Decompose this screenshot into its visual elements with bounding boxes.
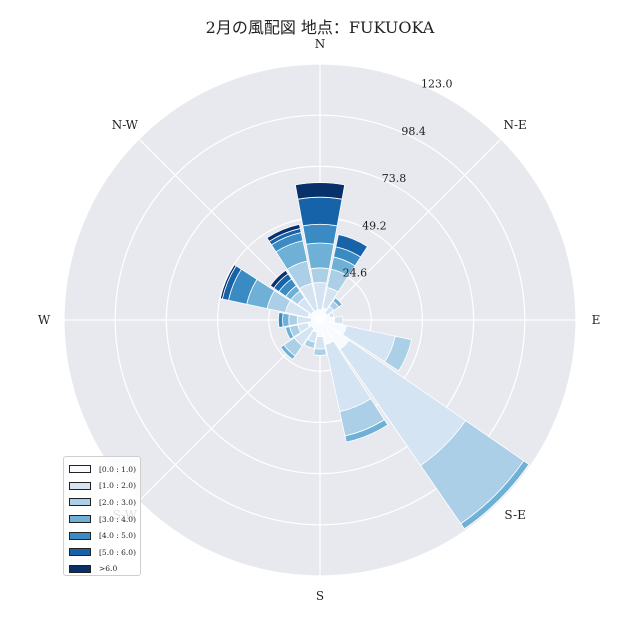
- bar-s-bin-2: [313, 348, 327, 356]
- bar-n-bin-6: [294, 182, 346, 200]
- bar-sse-bin-3: [344, 419, 389, 443]
- legend-swatch: [69, 481, 91, 490]
- legend-item: [0.0 : 1.0): [69, 461, 140, 478]
- ring-label: 24.6: [343, 267, 368, 280]
- direction-label-n-e: N-E: [503, 118, 526, 132]
- legend-item: [1.0 : 2.0): [69, 478, 140, 495]
- legend-item: [2.0 : 3.0): [69, 494, 140, 511]
- wind-bars: [219, 182, 530, 530]
- bar-se-bin-3: [460, 460, 530, 530]
- bar-wsw-bin-3: [284, 326, 295, 340]
- chart-title: 2月の風配図 地点：FUKUOKA: [206, 18, 435, 37]
- legend-item: [3.0 : 4.0): [69, 511, 140, 528]
- ring-label: 73.8: [382, 172, 407, 185]
- direction-label-w: W: [38, 313, 51, 327]
- bar-nne-bin-5: [335, 234, 368, 258]
- ring-label: 123.0: [421, 77, 453, 90]
- legend-swatch: [69, 548, 91, 557]
- bar-w-bin-2: [288, 313, 298, 327]
- legend-label: [3.0 : 4.0): [99, 514, 137, 524]
- legend-label: [5.0 : 6.0): [99, 547, 137, 557]
- bar-w-bin-4: [277, 312, 284, 328]
- legend-label: [0.0 : 1.0): [99, 464, 137, 474]
- legend-label: [2.0 : 3.0): [99, 497, 137, 507]
- bar-e-bin-1: [333, 315, 344, 325]
- legend: [0.0 : 1.0) [1.0 : 2.0) [2.0 : 3.0) [3.0 : …: [63, 456, 141, 576]
- bar-n-bin-2: [310, 267, 330, 284]
- bar-sw-bin-3: [280, 344, 296, 360]
- legend-label: [1.0 : 2.0): [99, 481, 137, 491]
- legend-item: [5.0 : 6.0): [69, 544, 140, 561]
- legend-swatch: [69, 515, 91, 524]
- ring-label: 98.4: [401, 125, 426, 138]
- bar-ene-bin-1: [328, 311, 335, 319]
- bar-nnw-bin-6: [266, 223, 301, 242]
- direction-label-n-w: N-W: [112, 118, 139, 132]
- grid-spoke: [319, 138, 502, 321]
- bar-ssw-bin-2: [303, 338, 316, 349]
- legend-item: >6.0: [69, 561, 140, 578]
- legend-swatch: [69, 531, 91, 540]
- legend-items: [0.0 : 1.0) [1.0 : 2.0) [2.0 : 3.0) [3.0 : …: [69, 461, 140, 577]
- legend-label: [4.0 : 5.0): [99, 531, 137, 541]
- direction-label-n: N: [315, 37, 326, 51]
- legend-item: [4.0 : 5.0): [69, 527, 140, 544]
- bar-ne-bin-3: [332, 297, 343, 308]
- bar-n-bin-3: [305, 242, 335, 270]
- bar-n-bin-5: [297, 196, 343, 227]
- bar-w-bin-3: [282, 312, 290, 328]
- direction-label-e: E: [592, 313, 601, 327]
- bar-n-bin-4: [302, 223, 338, 245]
- legend-label: >6.0: [99, 564, 118, 574]
- legend-swatch: [69, 564, 91, 573]
- ring-label: 49.2: [362, 219, 387, 232]
- legend-swatch: [69, 498, 91, 507]
- direction-label-s-e: S-E: [504, 508, 525, 522]
- direction-label-s: S: [316, 589, 324, 603]
- bar-nw-bin-6: [269, 269, 289, 289]
- bar-wnw-bin-6: [219, 264, 237, 300]
- legend-swatch: [69, 465, 91, 474]
- bar-ese-bin-2: [384, 335, 413, 372]
